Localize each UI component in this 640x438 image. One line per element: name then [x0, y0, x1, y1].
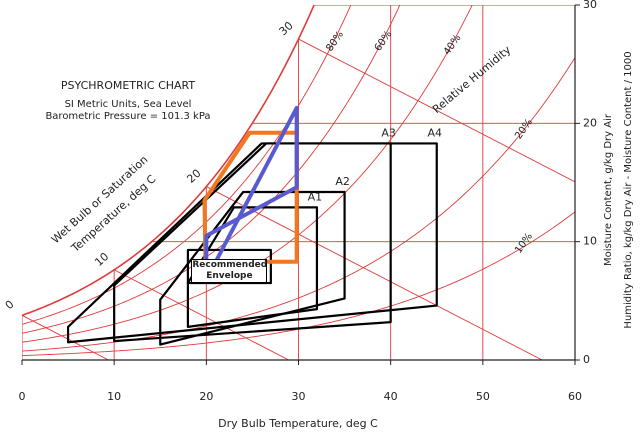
x-tick-label: 60: [568, 390, 582, 403]
envelope-label: A4: [427, 126, 442, 139]
y-tick-label: 0: [583, 353, 590, 366]
chart-subtitle: SI Metric Units, Sea Level: [65, 99, 192, 110]
wet-bulb-label: 30: [277, 19, 296, 38]
x-tick-label: 50: [476, 390, 490, 403]
text-layer: PSYCHROMETRIC CHART SI Metric Units, Sea…: [3, 0, 634, 430]
chart-subtitle: Barometric Pressure = 101.3 kPa: [45, 111, 210, 122]
chart-title: PSYCHROMETRIC CHART: [61, 79, 196, 92]
x-axis-label: Dry Bulb Temperature, deg C: [218, 417, 378, 430]
rh-label: 60%: [373, 29, 395, 54]
rh-label: 10%: [513, 231, 535, 256]
rh-title: Relative Humidity: [430, 43, 514, 116]
wet-bulb-label: 20: [184, 167, 203, 186]
envelope-label: A1: [308, 190, 323, 203]
x-tick-label: 20: [199, 390, 213, 403]
envelope-label-box: Recommended Envelope: [191, 259, 267, 285]
x-tick-label: 10: [107, 390, 121, 403]
y-tick-label: 30: [583, 0, 597, 11]
x-tick-label: 0: [19, 390, 26, 403]
wet-bulb-label: 10: [92, 250, 111, 269]
wet-bulb-label: 0: [3, 298, 17, 312]
envelope-label: A3: [381, 126, 396, 139]
rh-label: 40%: [442, 33, 464, 58]
wet-bulb-line: [22, 315, 108, 360]
envelope-label: Recommended Envelope: [191, 259, 267, 283]
y-axis-label: Humidity Ratio, kg/kg Dry Air - Moisture…: [623, 51, 634, 328]
y-tick-label: 10: [583, 235, 597, 248]
x-tick-label: 30: [292, 390, 306, 403]
rh-label: 80%: [324, 29, 346, 54]
y-axis-label: Moisture Content, g/kg Dry Air: [603, 113, 614, 266]
envelope-label: A2: [335, 175, 350, 188]
x-tick-label: 40: [384, 390, 398, 403]
y-tick-label: 20: [583, 116, 597, 129]
rh-label: 20%: [513, 117, 535, 142]
